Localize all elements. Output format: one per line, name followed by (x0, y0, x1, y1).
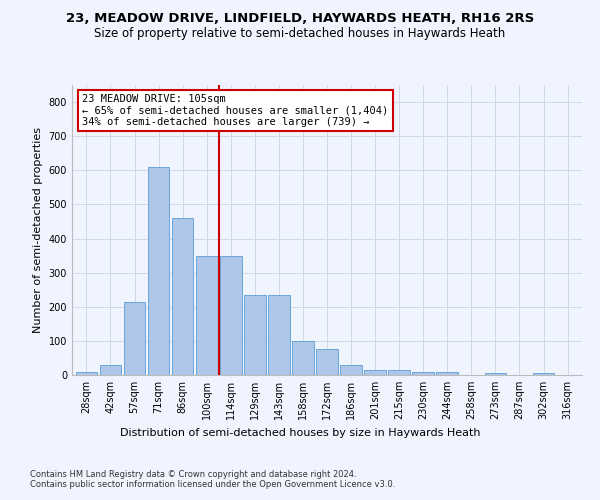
Text: Distribution of semi-detached houses by size in Haywards Heath: Distribution of semi-detached houses by … (120, 428, 480, 438)
Bar (268, 295, 290, 375)
Bar (412, 372, 434, 375)
Text: Size of property relative to semi-detached houses in Haywards Heath: Size of property relative to semi-detach… (94, 28, 506, 40)
Bar (316, 350, 338, 375)
Text: 23 MEADOW DRIVE: 105sqm
← 65% of semi-detached houses are smaller (1,404)
34% of: 23 MEADOW DRIVE: 105sqm ← 65% of semi-de… (82, 94, 388, 127)
Bar (148, 167, 169, 375)
Bar (340, 365, 362, 375)
Text: 23, MEADOW DRIVE, LINDFIELD, HAYWARDS HEATH, RH16 2RS: 23, MEADOW DRIVE, LINDFIELD, HAYWARDS HE… (66, 12, 534, 26)
Bar (364, 370, 386, 375)
Bar (76, 372, 97, 375)
Bar (172, 218, 193, 375)
Text: Contains HM Land Registry data © Crown copyright and database right 2024.: Contains HM Land Registry data © Crown c… (30, 470, 356, 479)
Bar (124, 302, 145, 375)
Bar (244, 295, 266, 375)
Bar (292, 341, 314, 375)
Bar (100, 365, 121, 375)
Bar (220, 256, 242, 375)
Bar (485, 374, 506, 375)
Bar (436, 372, 458, 375)
Y-axis label: Number of semi-detached properties: Number of semi-detached properties (33, 127, 43, 333)
Text: Contains public sector information licensed under the Open Government Licence v3: Contains public sector information licen… (30, 480, 395, 489)
Bar (533, 374, 554, 375)
Bar (196, 256, 218, 375)
Bar (388, 370, 410, 375)
